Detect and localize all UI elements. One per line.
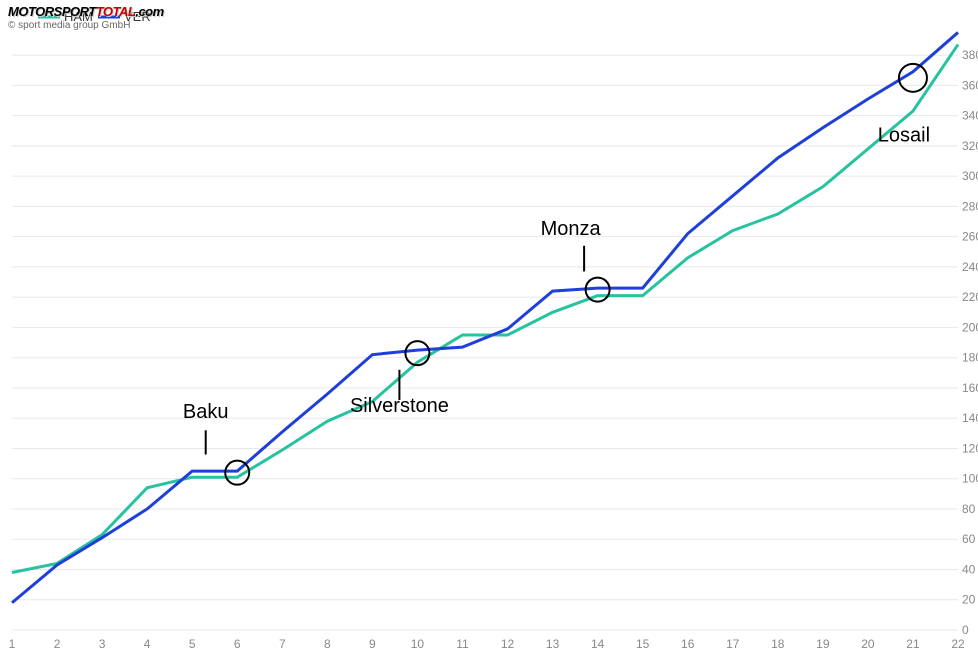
annotation-label-silverstone: Silverstone xyxy=(350,395,449,417)
annotation-label-baku: Baku xyxy=(183,401,229,423)
annotation-label-losail: Losail xyxy=(878,124,930,146)
y-tick-label: 120 xyxy=(962,441,978,455)
x-tick-label: 6 xyxy=(234,637,241,651)
x-tick-label: 11 xyxy=(456,637,469,651)
x-tick-label: 16 xyxy=(681,637,695,651)
x-tick-label: 18 xyxy=(771,637,785,651)
y-tick-label: 240 xyxy=(962,260,978,274)
y-tick-label: 360 xyxy=(962,78,978,92)
y-tick-label: 300 xyxy=(962,169,978,183)
x-tick-label: 9 xyxy=(369,637,376,651)
x-tick-label: 12 xyxy=(501,637,515,651)
y-tick-label: 0 xyxy=(962,623,969,637)
chart-container: 0204060801001201401601802002202402602803… xyxy=(0,0,978,658)
y-tick-label: 340 xyxy=(962,109,978,123)
y-tick-label: 200 xyxy=(962,320,978,334)
x-tick-label: 2 xyxy=(54,637,61,651)
x-tick-label: 17 xyxy=(726,637,740,651)
y-tick-label: 180 xyxy=(962,351,978,365)
y-tick-label: 280 xyxy=(962,199,978,213)
x-tick-label: 10 xyxy=(411,637,425,651)
y-tick-label: 380 xyxy=(962,48,978,62)
annotation-label-monza: Monza xyxy=(541,218,602,240)
y-tick-label: 100 xyxy=(962,472,978,486)
y-tick-label: 140 xyxy=(962,411,978,425)
x-tick-label: 4 xyxy=(144,637,151,651)
series-ver xyxy=(12,32,958,602)
x-tick-label: 13 xyxy=(546,637,560,651)
x-tick-label: 15 xyxy=(636,637,650,651)
y-tick-label: 320 xyxy=(962,139,978,153)
logo-part3: .com xyxy=(135,4,163,19)
x-tick-label: 8 xyxy=(324,637,331,651)
x-tick-label: 14 xyxy=(591,637,605,651)
x-tick-label: 19 xyxy=(816,637,830,651)
y-tick-label: 160 xyxy=(962,381,978,395)
watermark-block: MOTORSPORTTOTAL.com © sport media group … xyxy=(8,4,164,31)
x-tick-label: 20 xyxy=(861,637,875,651)
watermark-copyright: © sport media group GmbH xyxy=(8,20,164,31)
x-tick-label: 5 xyxy=(189,637,196,651)
watermark-logo: MOTORSPORTTOTAL.com xyxy=(8,4,164,19)
y-tick-label: 260 xyxy=(962,230,978,244)
x-tick-label: 1 xyxy=(9,637,16,651)
y-tick-label: 220 xyxy=(962,290,978,304)
y-tick-label: 40 xyxy=(962,562,976,576)
x-tick-label: 22 xyxy=(951,637,965,651)
y-tick-label: 80 xyxy=(962,502,976,516)
x-tick-label: 21 xyxy=(906,637,920,651)
x-tick-label: 7 xyxy=(279,637,286,651)
series-ham xyxy=(12,45,958,573)
y-tick-label: 20 xyxy=(962,593,976,607)
chart-svg: 0204060801001201401601802002202402602803… xyxy=(0,0,978,658)
x-tick-label: 3 xyxy=(99,637,106,651)
logo-part1: MOTORSPORT xyxy=(8,4,96,19)
y-tick-label: 60 xyxy=(962,532,976,546)
logo-part2: TOTAL xyxy=(96,4,136,19)
